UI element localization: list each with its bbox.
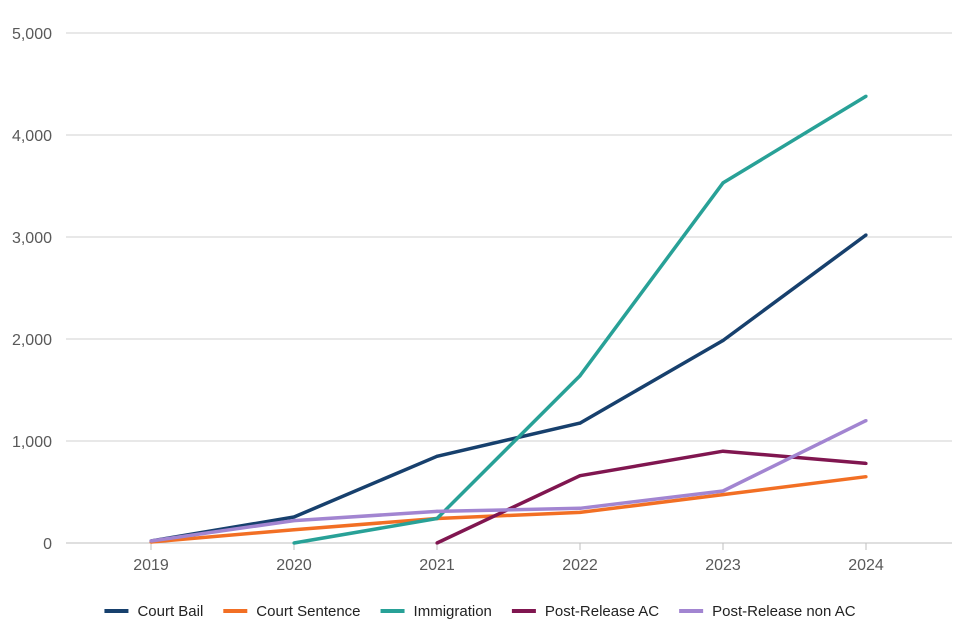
data-point [292, 528, 296, 532]
axes: 0 1,000 2,000 3,000 4,000 5,000 2019 2020 2021 20… [12, 26, 952, 574]
data-point [864, 461, 868, 466]
data-point [435, 454, 439, 458]
data-point [149, 539, 153, 543]
x-tick-label: 2019 [133, 557, 169, 574]
legend-label: Court Sentence [256, 603, 360, 620]
data-point [292, 515, 296, 519]
legend-item: Immigration [380, 603, 492, 620]
data-point [864, 233, 868, 237]
x-tick-label: 2022 [562, 557, 598, 574]
y-tick-label: 5,000 [12, 26, 52, 43]
legend-label: Post-Release non AC [712, 603, 856, 620]
legend-item: Post-Release AC [511, 603, 659, 620]
x-tick-label: 2020 [276, 557, 312, 574]
y-tick-label: 4,000 [12, 128, 52, 145]
data-point [292, 518, 296, 523]
data-point [578, 421, 582, 425]
series-line-court-sentence [150, 474, 867, 544]
data-point [578, 374, 582, 378]
data-point [578, 506, 582, 510]
data-point [721, 492, 725, 497]
x-tick-label: 2021 [419, 557, 455, 574]
y-tick-label: 3,000 [12, 230, 52, 247]
y-tick-label: 1,000 [12, 434, 52, 451]
data-point [435, 509, 439, 513]
data-point [292, 541, 296, 545]
data-point [721, 338, 725, 343]
x-tick-label: 2023 [705, 557, 741, 574]
series-line-post-release-ac [436, 449, 867, 545]
legend: Court Bail Court Sentence Immigration Post-… [104, 603, 856, 620]
data-point [721, 449, 725, 453]
x-tick-label: 2024 [848, 557, 884, 574]
legend-label: Court Bail [137, 603, 203, 620]
data-point [864, 475, 868, 479]
data-point [864, 94, 868, 98]
y-tick-label: 0 [43, 536, 52, 553]
legend-label: Post-Release AC [545, 603, 659, 620]
y-tick-label: 2,000 [12, 332, 52, 349]
gridlines [66, 32, 952, 442]
data-point [435, 516, 439, 521]
data-point [578, 474, 582, 478]
data-point [578, 510, 582, 514]
series-lines [149, 94, 868, 545]
legend-item: Post-Release non AC [679, 603, 856, 620]
legend-item: Court Bail [104, 603, 203, 620]
data-point [721, 181, 725, 185]
series-line-post-release-non-ac [150, 419, 867, 543]
series-line-court-bail [150, 233, 868, 543]
legend-label: Immigration [414, 603, 492, 620]
legend-item: Court Sentence [223, 603, 361, 620]
data-point [864, 419, 868, 423]
data-point [435, 541, 439, 545]
data-point [721, 489, 725, 493]
